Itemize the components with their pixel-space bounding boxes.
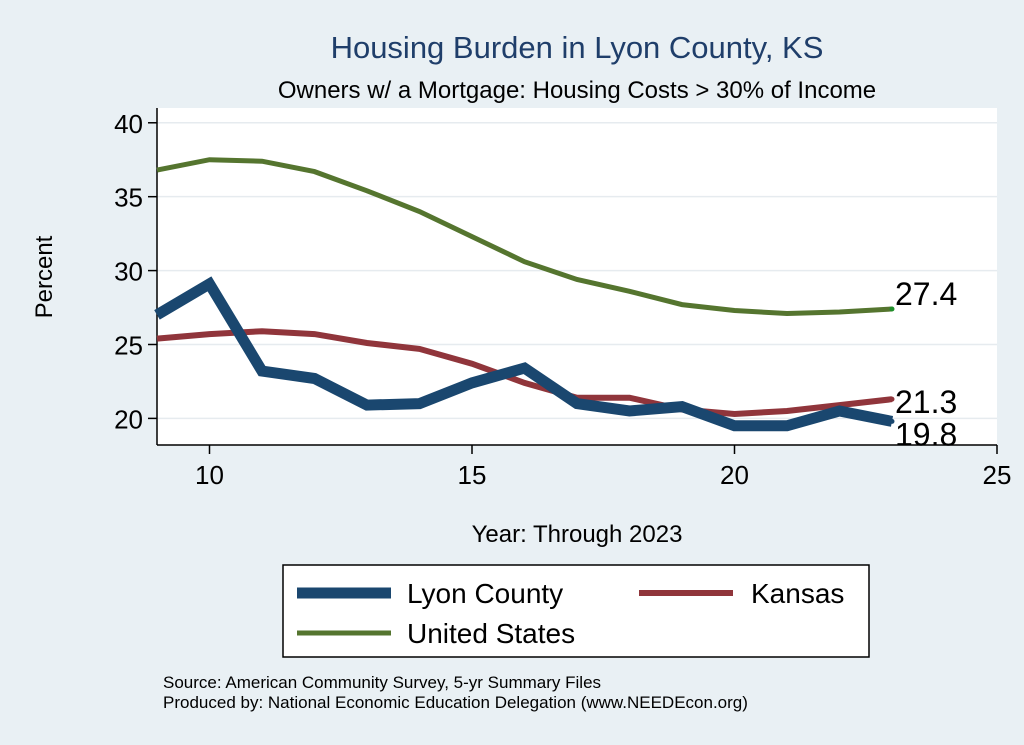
x-tick-label: 25: [983, 460, 1012, 490]
series-line-lyon-county: [154, 276, 894, 432]
y-tick-label: 40: [114, 109, 143, 139]
end-labels: 19.821.3 27.4: [895, 276, 957, 452]
end-label-lyon-county: 19.8: [895, 416, 957, 452]
end-point-kansas: [889, 396, 895, 402]
end-point-united-states: [889, 306, 895, 312]
legend-label-united-states: United States: [407, 618, 575, 649]
y-ticks: 20 25 30 35 40: [114, 109, 157, 434]
legend-label-kansas: Kansas: [751, 578, 844, 609]
x-axis-label: Year: Through 2023: [472, 521, 683, 548]
plot-area: [157, 108, 997, 445]
y-tick-label: 25: [114, 330, 143, 360]
legend-box: [282, 564, 870, 658]
x-ticks: 10 15 20 25: [195, 445, 1011, 490]
legend: Lyon County Kansas United States: [282, 564, 870, 658]
source-note: Source: American Community Survey, 5-yr …: [163, 673, 601, 692]
end-point-lyon-county: [889, 418, 895, 424]
chart-title: Housing Burden in Lyon County, KS: [331, 30, 824, 65]
x-tick-label: 20: [720, 460, 749, 490]
axes: [156, 108, 997, 446]
y-tick-label: 35: [114, 183, 143, 213]
y-axis-label: Percent: [31, 235, 58, 318]
chart-subtitle: Owners w/ a Mortgage: Housing Costs > 30…: [278, 77, 876, 104]
legend-label-lyon-county: Lyon County: [407, 578, 563, 609]
series-line-united-states: [156, 157, 893, 317]
end-label-united-states: 27.4: [895, 276, 957, 312]
y-tick-label: 30: [114, 257, 143, 287]
x-tick-label: 10: [195, 460, 224, 490]
produced-by-note: Produced by: National Economic Education…: [163, 693, 748, 712]
end-label-kansas: 21.3: [895, 384, 957, 420]
x-tick-label: 15: [458, 460, 487, 490]
y-tick-label: 20: [114, 404, 143, 434]
series-line-kansas: [156, 328, 893, 418]
series-lines: [154, 157, 895, 432]
